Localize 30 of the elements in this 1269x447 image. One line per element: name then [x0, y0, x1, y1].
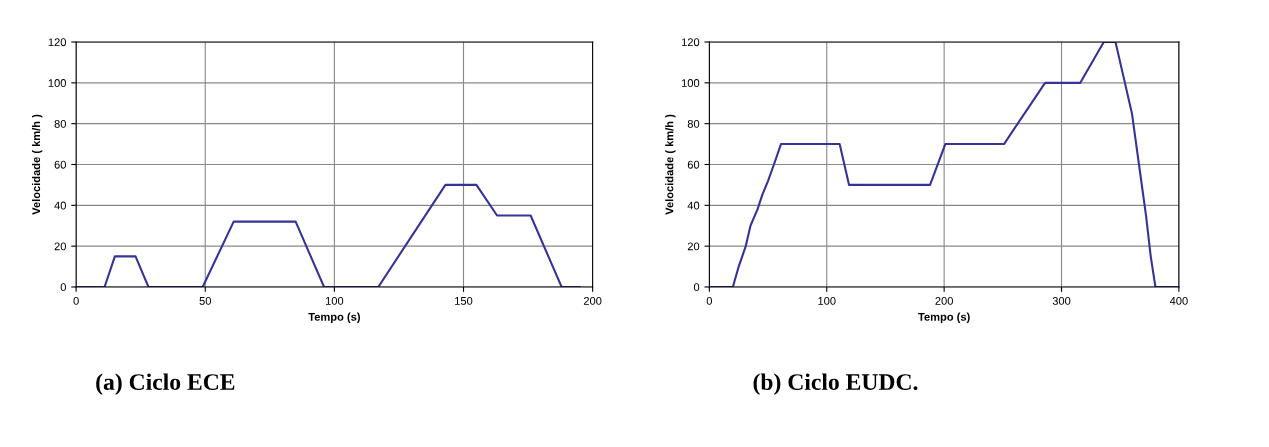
x-tick-label: 0: [706, 296, 713, 305]
y-tick-label: 80: [687, 119, 700, 128]
y-tick-label: 40: [687, 201, 700, 210]
y-axis-title: Velocidade ( km/h ): [665, 114, 676, 215]
x-tick-label: 100: [818, 296, 836, 305]
x-tick-label: 150: [455, 296, 473, 305]
y-tick-label: 20: [687, 242, 700, 251]
x-tick-label: 100: [325, 296, 344, 305]
y-tick-label: 80: [54, 119, 66, 128]
x-tick-label: 300: [1052, 296, 1071, 305]
y-tick-label: 20: [54, 242, 66, 251]
x-axis-title: Tempo (s): [918, 312, 970, 323]
x-tick-label: 50: [199, 296, 212, 305]
text: (a) Ciclo ECE: [96, 373, 235, 395]
x-tick-label: 200: [935, 296, 953, 305]
y-tick-label: 100: [681, 79, 700, 87]
text: (b) Ciclo EUDC.: [753, 373, 918, 395]
y-tick-label: 100: [48, 79, 66, 87]
x-tick-label: 200: [583, 296, 602, 305]
y-tick-label: 60: [54, 160, 66, 169]
x-tick-label: 0: [73, 296, 79, 305]
y-tick-label: 120: [48, 38, 66, 47]
y-tick-label: 120: [681, 38, 700, 47]
y-tick-label: 0: [693, 283, 700, 292]
x-tick-label: 400: [1169, 296, 1188, 305]
y-axis-title: Velocidade ( km/h ): [31, 114, 43, 215]
x-axis-title: Tempo (s): [308, 312, 360, 323]
y-tick-label: 0: [60, 283, 66, 292]
y-tick-label: 60: [687, 160, 700, 169]
y-tick-label: 40: [54, 201, 66, 210]
